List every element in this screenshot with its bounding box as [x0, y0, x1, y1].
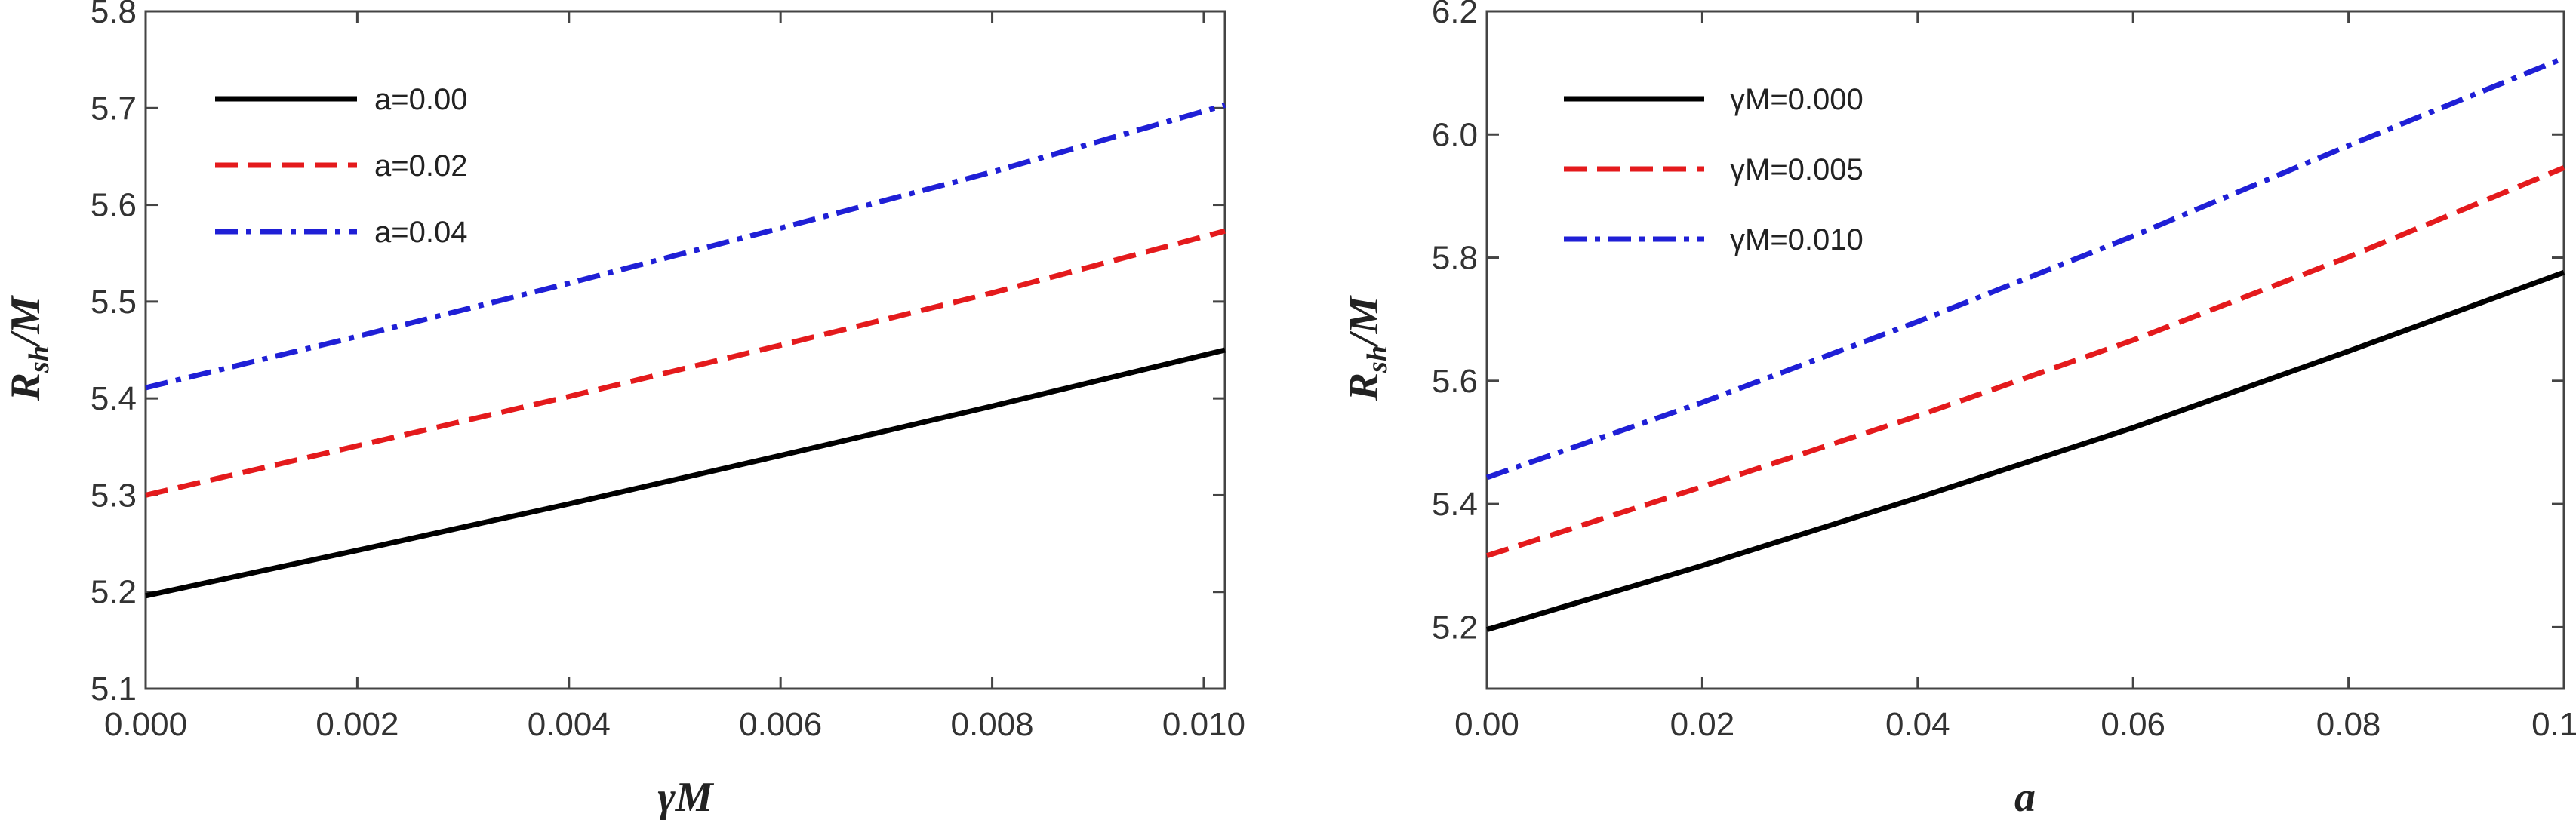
y-tick-label: 5.8: [91, 0, 137, 30]
series-line-2: [145, 228, 1226, 498]
legend-label-2: a=0.02: [374, 149, 467, 183]
x-axis-label: γM: [657, 774, 714, 821]
y-tick-label: 5.2: [1432, 609, 1478, 646]
y-tick-label: 6.2: [1432, 0, 1478, 30]
series-line-2: [1485, 165, 2565, 559]
x-tick-label: 0.008: [951, 706, 1034, 743]
y-axis-label: Rsh/M: [2, 294, 55, 401]
y-tick-label: 5.6: [91, 187, 137, 224]
y-tick-label: 5.6: [1432, 363, 1478, 400]
series-line-3: [145, 103, 1226, 391]
plot-frame: [1485, 10, 2565, 690]
y-tick-label: 5.2: [91, 574, 137, 611]
x-tick-label: 0.08: [2316, 706, 2381, 743]
x-tick-label: 0.04: [1885, 706, 1950, 743]
y-tick-label: 5.8: [1432, 240, 1478, 277]
y-tick-label: 5.4: [91, 380, 137, 417]
legend-label-3: γM=0.010: [1730, 223, 1864, 256]
legend-label-1: γM=0.000: [1730, 83, 1864, 116]
series-line-1: [1486, 269, 2565, 632]
series-line-1: [145, 347, 1226, 599]
chart-panel-2: 0.00 0.02 0.04 0.06 0.08 0.10 5.2 5.4 5.6 5.8 6.0 6…: [1340, 0, 2576, 821]
x-tick-label: 0.06: [2101, 706, 2165, 743]
x-tick-label: 0.000: [104, 706, 187, 743]
x-tick-label: 0.02: [1670, 706, 1735, 743]
y-tick-label: 6.0: [1432, 116, 1478, 153]
y-axis-label: Rsh/M: [1340, 294, 1393, 401]
x-tick-label: 0.010: [1162, 706, 1245, 743]
legend-label-3: a=0.04: [374, 216, 467, 249]
y-tick-label: 5.5: [91, 284, 137, 321]
series-line-3: [1485, 55, 2565, 481]
x-tick-label: 0.006: [739, 706, 822, 743]
x-axis-label: a: [2014, 774, 2036, 821]
y-tick-label: 5.1: [91, 671, 137, 708]
y-tick-label: 5.4: [1432, 486, 1478, 523]
x-tick-label: 0.00: [1454, 706, 1519, 743]
legend-label-1: a=0.00: [374, 83, 467, 116]
x-tick-label: 0.004: [528, 706, 611, 743]
y-tick-label: 5.7: [91, 90, 137, 127]
y-tick-label: 5.3: [91, 477, 137, 514]
x-tick-label: 0.10: [2531, 706, 2576, 743]
legend-label-2: γM=0.005: [1730, 153, 1864, 186]
x-tick-label: 0.002: [315, 706, 399, 743]
chart-panel-1: 0.000 0.002 0.004 0.006 0.008 0.010 5.1 5.2 5.3 5…: [2, 0, 1245, 821]
